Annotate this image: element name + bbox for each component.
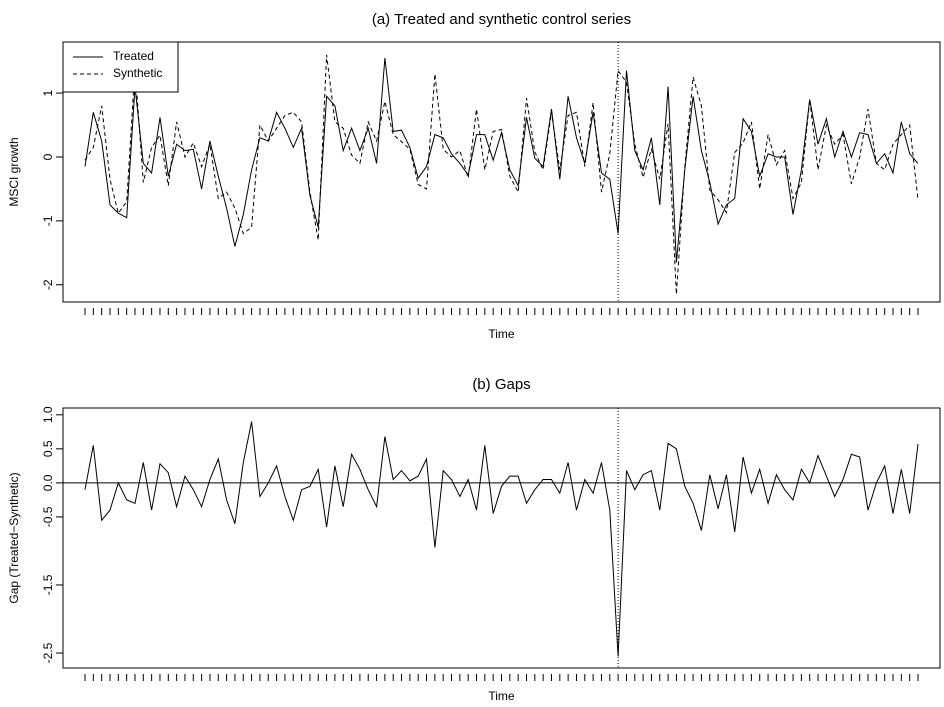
y-tick-label: -1 (41, 215, 55, 226)
series-line (84, 57, 919, 263)
chart-title: (b) Gaps (472, 376, 530, 393)
y-tick-label: -2 (41, 279, 55, 290)
x-axis-label: Time (488, 689, 515, 703)
legend-label: Treated (113, 49, 154, 63)
y-tick-label: -1.5 (41, 574, 55, 595)
plot-box (62, 41, 941, 303)
legend-label: Synthetic (113, 66, 162, 80)
gap-line (84, 421, 919, 657)
y-tick-label: 0.5 (41, 440, 55, 457)
y-tick-label: 0.0 (41, 474, 55, 491)
y-axis-label: Gap (Treated−Synthetic) (7, 472, 21, 603)
chart-title: (a) Treated and synthetic control series (372, 11, 631, 28)
y-tick-label: 1.0 (41, 406, 55, 423)
y-axis-label: MSCI growth (7, 137, 21, 206)
y-tick-label: 0 (41, 153, 55, 160)
plot-box (62, 407, 941, 669)
legend-box (62, 41, 179, 93)
y-tick-label: -0.5 (41, 506, 55, 527)
y-tick-label: -2.5 (41, 642, 55, 663)
x-axis-label: Time (488, 327, 515, 341)
y-tick-label: 1 (41, 89, 55, 96)
series-line (84, 54, 919, 295)
